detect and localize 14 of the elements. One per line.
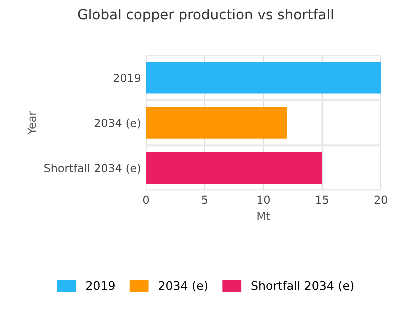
y-tick-label: 2034 (e) xyxy=(94,118,140,129)
legend-label: Shortfall 2034 (e) xyxy=(252,281,354,292)
x-tick-label: 20 xyxy=(374,196,388,204)
y-axis-title: Year xyxy=(28,111,36,135)
x-tick-label: 5 xyxy=(202,196,208,204)
legend-label: 2019 xyxy=(86,281,115,290)
y-tick-label: Shortfall 2034 (e) xyxy=(44,164,140,174)
x-axis-title: Mt xyxy=(258,212,270,220)
chart-title: Global copper production vs shortfall xyxy=(78,9,334,22)
x-tick-label: 0 xyxy=(143,196,150,204)
x-tick-label: 10 xyxy=(258,196,270,204)
x-tick-label: 15 xyxy=(316,196,328,204)
y-tick-label: 2019 xyxy=(114,74,141,82)
legend-label: 2034 (e) xyxy=(159,281,208,292)
